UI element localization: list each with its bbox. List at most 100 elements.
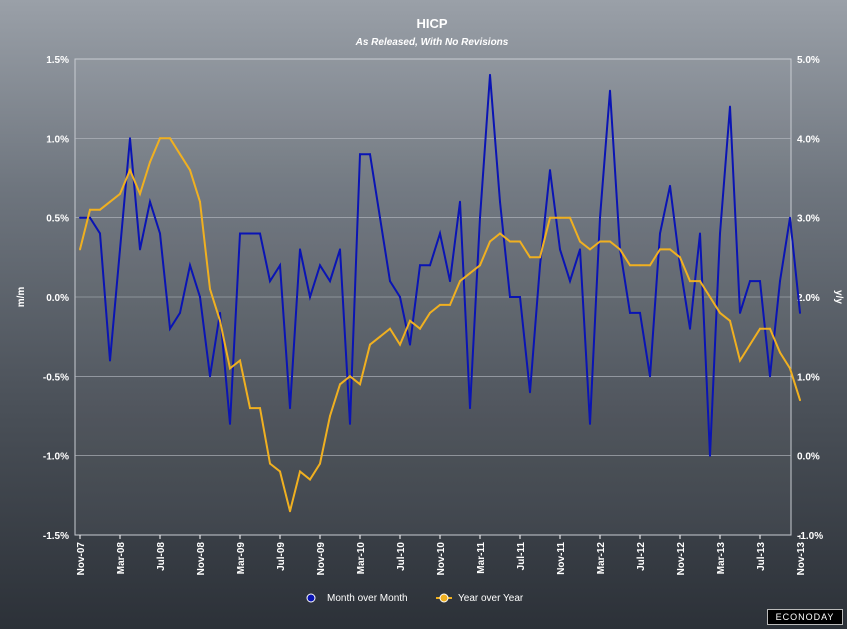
mom-point	[729, 105, 731, 108]
mom-point	[629, 311, 631, 314]
yoy-point	[379, 335, 381, 338]
mom-point	[269, 280, 271, 283]
left-tick-label: 1.0%	[46, 134, 69, 145]
mom-point	[589, 422, 591, 425]
yoy-point	[359, 383, 361, 386]
yoy-point	[399, 343, 401, 346]
yoy-point	[439, 303, 441, 306]
mom-point	[649, 375, 651, 378]
yoy-point	[629, 264, 631, 267]
yoy-point	[189, 169, 191, 172]
mom-point	[359, 153, 361, 156]
mom-point	[329, 280, 331, 283]
x-tick-label: Nov-11	[556, 542, 567, 575]
left-tick-label: -1.5%	[43, 531, 69, 542]
mom-point	[319, 264, 321, 267]
mom-point	[389, 280, 391, 283]
right-tick-label: 1.0%	[797, 372, 820, 383]
yoy-point	[689, 280, 691, 283]
yoy-point	[679, 256, 681, 259]
right-axis: 5.0% 4.0% 3.0% 2.0% 1.0% 0.0% -1.0%	[797, 55, 823, 542]
yoy-point	[619, 248, 621, 251]
yoy-point	[709, 296, 711, 298]
yoy-point	[539, 256, 541, 259]
yoy-point	[489, 240, 491, 243]
mom-point	[719, 232, 721, 235]
x-tick-label: Jul-08	[156, 542, 167, 571]
mom-point	[439, 232, 441, 235]
left-tick-label: -1.0%	[43, 452, 69, 463]
mom-point	[659, 232, 661, 235]
chart-subtitle: As Released, With No Revisions	[355, 37, 509, 48]
x-tick-label: Mar-13	[716, 542, 727, 575]
x-tick-label: Nov-13	[796, 542, 807, 576]
yoy-point	[499, 232, 501, 235]
mom-point	[599, 216, 601, 219]
mom-point	[199, 296, 201, 298]
yoy-point	[139, 192, 141, 195]
yoy-point	[299, 470, 301, 473]
mom-point	[529, 391, 531, 394]
yoy-point	[269, 462, 271, 465]
mom-point	[299, 248, 301, 251]
mom-point	[289, 407, 291, 410]
yoy-point	[329, 415, 331, 417]
chart-title: HICP	[416, 16, 447, 31]
mom-point	[709, 454, 711, 457]
series-layer	[79, 73, 801, 513]
yoy-point	[429, 311, 431, 314]
mom-point	[259, 232, 261, 235]
mom-point	[609, 89, 611, 92]
yoy-point	[389, 327, 391, 330]
yoy-point	[739, 359, 741, 362]
x-tick-label: Mar-12	[596, 542, 607, 575]
mom-point	[109, 359, 111, 362]
yoy-point	[319, 462, 321, 465]
yoy-point	[229, 367, 231, 370]
yoy-point	[779, 351, 781, 354]
yoy-point	[149, 161, 151, 164]
mom-point	[99, 232, 101, 235]
mom-point	[479, 216, 481, 219]
mom-point	[499, 200, 501, 203]
legend-label-yoy: Year over Year	[458, 593, 524, 604]
yoy-point	[669, 248, 671, 251]
mom-point	[759, 280, 761, 283]
yoy-point	[469, 272, 471, 275]
mom-point	[789, 216, 791, 219]
left-axis-title: m/m	[16, 287, 27, 308]
yoy-point	[579, 240, 581, 243]
mom-point	[89, 216, 91, 219]
x-tick-label: Mar-09	[236, 542, 247, 575]
yoy-point	[159, 137, 161, 140]
yoy-point	[609, 240, 611, 243]
mom-point	[139, 248, 141, 251]
yoy-point	[339, 383, 341, 386]
yoy-point	[79, 248, 81, 251]
yoy-point	[759, 327, 761, 330]
right-tick-label: -1.0%	[797, 531, 823, 542]
left-tick-label: -0.5%	[43, 372, 69, 383]
yoy-point	[419, 327, 421, 330]
yoy-point	[569, 216, 571, 219]
mom-point	[189, 264, 191, 267]
mom-point	[159, 232, 161, 235]
brand-logo: ECONODAY	[767, 609, 843, 625]
mom-point	[469, 407, 471, 410]
yoy-point	[209, 288, 211, 291]
mom-point	[489, 73, 491, 76]
mom-point	[579, 248, 581, 251]
mom-point	[419, 264, 421, 267]
mom-point	[279, 264, 281, 267]
yoy-point	[349, 375, 351, 378]
x-tick-label: Mar-10	[356, 542, 367, 575]
yoy-point	[599, 240, 601, 243]
yoy-point	[249, 407, 251, 410]
yoy-point	[89, 208, 91, 211]
yoy-point	[649, 264, 651, 267]
x-tick-label: Nov-09	[316, 542, 327, 576]
yoy-point	[219, 319, 221, 322]
yoy-point	[589, 248, 591, 251]
mom-point	[799, 311, 801, 314]
